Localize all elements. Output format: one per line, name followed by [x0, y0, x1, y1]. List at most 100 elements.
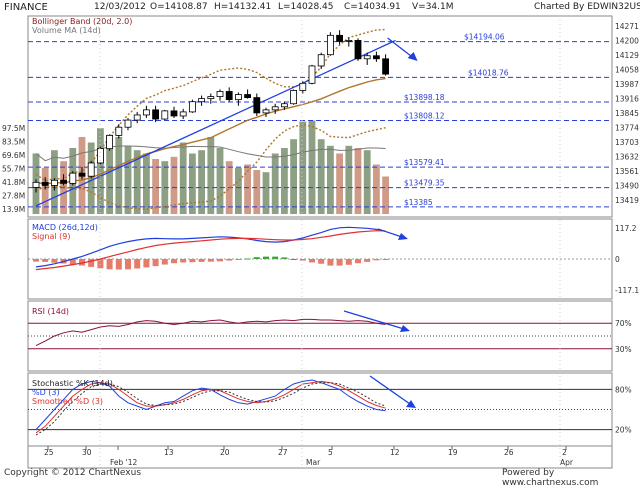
candle-body: [179, 111, 187, 117]
volume-bar: [170, 156, 178, 214]
candle-body: [207, 96, 215, 100]
volume-bar: [179, 142, 187, 214]
x-tick-label: 2: [562, 448, 567, 457]
x-tick-label: 25: [44, 448, 54, 457]
rsi-panel: 70% 30%: [28, 310, 632, 354]
x-month-label: Apr: [560, 458, 574, 467]
chart-footer: Copyright © 2012 ChartNexus Powered by w…: [0, 468, 640, 488]
volume-bar: [336, 153, 343, 214]
x-month-label: Feb '12: [110, 458, 137, 467]
macd-histogram-bar: [125, 259, 131, 270]
candle-body: [78, 172, 86, 177]
chart-header: FINANCE 12/03/2012 O=14108.87 H=14132.41…: [0, 0, 640, 16]
x-tick-label: 13: [164, 448, 174, 457]
candle-body: [51, 179, 58, 186]
volume-tick-label: 83.5M: [2, 138, 25, 147]
macd-histogram-bar: [180, 259, 187, 263]
volume-bar: [253, 170, 261, 214]
price-panel: 97.5M 83.5M 69.6M 55.7M 41.8M 27.8M 13.9M 14271…: [2, 22, 639, 214]
volume-bar: [133, 150, 141, 214]
macd-arrowhead: [398, 233, 408, 240]
volume-ma-title: Volume MA (14d): [32, 26, 101, 35]
macd-line: [35, 226, 386, 268]
candle-body: [152, 109, 160, 120]
trend-arrow: [387, 37, 414, 59]
candle-body: [198, 98, 206, 103]
macd-panel: 117.2 0 -117.1: [28, 224, 639, 295]
candle-body: [308, 65, 316, 84]
volume-bar: [363, 150, 371, 214]
volume-bar: [290, 139, 297, 214]
candle-body: [290, 90, 298, 105]
rsi-tick-label: 30%: [615, 345, 632, 354]
macd-histogram-bar: [97, 259, 104, 269]
volume-bar: [281, 148, 288, 214]
candle-body: [234, 94, 242, 101]
volume-bar: [299, 121, 307, 214]
volume-bar: [115, 137, 123, 214]
macd-histogram-bar: [336, 259, 343, 266]
volume-bar: [262, 172, 270, 214]
open-value: O=14108.87: [150, 2, 208, 12]
candle-body: [299, 82, 307, 91]
bollinger-lower-band: [35, 123, 386, 211]
volume-bar: [271, 153, 279, 214]
high-value: H=14132.41: [214, 2, 272, 12]
macd-histogram-bar: [33, 259, 39, 262]
macd-histogram-bar: [79, 259, 85, 266]
x-tick-label: 12: [390, 448, 400, 457]
volume-tick-label: 41.8M: [2, 178, 25, 187]
volume-bar: [235, 167, 242, 214]
price-tick-label: 13774: [615, 123, 639, 132]
macd-histogram-bar: [272, 256, 279, 259]
candle-body: [382, 58, 390, 75]
date-label: 12/03/2012: [94, 2, 146, 12]
macd-histogram-bar: [217, 259, 223, 262]
candle-body: [124, 119, 132, 128]
x-tick-label: 20: [220, 448, 230, 457]
volume-bar: [143, 153, 150, 214]
stoch-arrowhead: [406, 400, 416, 408]
stoch-k-title: Stochastic %K (14d): [32, 379, 113, 388]
bollinger-title: Bollinger Band (20d, 2.0): [32, 17, 132, 26]
macd-histogram-bar: [281, 257, 288, 259]
stoch-arrow: [369, 375, 411, 405]
candle-body: [225, 91, 233, 101]
stochastic-panel: 80% 20%: [28, 375, 632, 436]
candle-body: [87, 162, 95, 177]
macd-histogram-bar: [198, 259, 205, 262]
stoch-d-title: %D (3): [32, 388, 60, 397]
rsi-arrowhead: [400, 325, 410, 332]
x-tick-label: 19: [448, 448, 458, 457]
candle-body: [244, 94, 252, 99]
rsi-title: RSI (14d): [32, 307, 69, 316]
macd-histogram-bar: [207, 259, 214, 262]
candle-body: [32, 181, 40, 188]
volume-bar: [106, 134, 113, 214]
candle-body: [60, 179, 67, 184]
macd-histogram-bar: [382, 259, 389, 260]
price-tick-label: 13845: [615, 109, 639, 118]
volume-bar: [373, 164, 380, 214]
price-level-label: $14018.76: [468, 68, 509, 77]
price-tick-label: 13632: [615, 152, 639, 161]
volume-bar: [207, 137, 215, 214]
volume-bar: [41, 167, 49, 214]
volume-tick-label: 97.5M: [2, 124, 25, 133]
price-tick-label: 13490: [615, 181, 639, 190]
macd-histogram-bar: [42, 259, 49, 262]
volume-bar: [382, 176, 389, 214]
macd-histogram-bar: [134, 259, 141, 269]
copyright-text: Copyright © 2012 ChartNexus: [4, 468, 142, 478]
volume-tick-label: 27.8M: [2, 192, 25, 201]
price-level-label: $13808.12: [404, 111, 445, 120]
macd-histogram-bar: [106, 259, 113, 270]
price-level-label: $14194.06: [464, 33, 505, 42]
macd-histogram-bar: [115, 259, 122, 270]
candle-body: [188, 101, 196, 113]
low-value: L=14028.45: [278, 2, 334, 12]
price-tick-label: 14200: [615, 36, 639, 45]
powered-by-link[interactable]: Powered by www.chartnexus.com: [502, 468, 599, 488]
macd-histogram-bar: [364, 259, 371, 262]
rsi-line: [35, 318, 386, 347]
